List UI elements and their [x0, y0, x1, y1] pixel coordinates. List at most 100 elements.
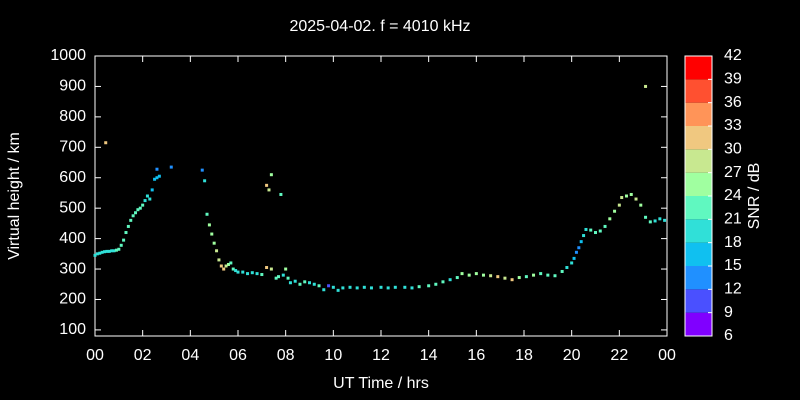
data-point	[403, 285, 407, 289]
data-point	[584, 227, 588, 231]
data-point	[131, 214, 135, 218]
colorbar-band	[685, 79, 712, 103]
y-tick-label: 500	[59, 199, 86, 216]
colorbar-tick-label: 15	[724, 257, 742, 274]
data-point	[150, 188, 154, 192]
data-point	[122, 238, 126, 242]
data-point	[648, 220, 652, 224]
x-tick-label: 06	[229, 347, 247, 364]
data-point	[105, 249, 109, 253]
data-point	[312, 282, 316, 286]
data-point	[644, 215, 648, 219]
data-point	[379, 285, 383, 289]
colorbar-tick-label: 42	[724, 47, 742, 64]
data-point	[582, 234, 586, 238]
data-point	[269, 173, 273, 177]
data-point	[155, 176, 159, 180]
colorbar-band	[685, 266, 712, 290]
colorbar-band	[685, 126, 712, 150]
colorbar-tick-label: 18	[724, 234, 742, 251]
data-point	[410, 286, 414, 290]
colorbar-band	[685, 102, 712, 126]
data-point	[448, 278, 452, 282]
colorbar-tick-label: 33	[724, 117, 742, 134]
y-tick-label: 100	[59, 321, 86, 338]
data-point	[288, 281, 292, 285]
data-point	[136, 208, 140, 212]
data-point	[126, 224, 130, 228]
data-point	[524, 275, 528, 279]
x-tick-label: 20	[563, 347, 581, 364]
data-point	[279, 192, 283, 196]
y-tick-label: 300	[59, 260, 86, 277]
y-tick-label: 600	[59, 169, 86, 186]
data-point	[598, 229, 602, 233]
data-point	[560, 269, 564, 273]
data-point	[148, 197, 152, 201]
data-point	[336, 288, 340, 292]
x-tick-label: 08	[277, 347, 295, 364]
data-point	[517, 276, 521, 280]
data-point	[265, 266, 269, 270]
y-tick-label: 900	[59, 78, 86, 95]
data-point	[393, 285, 397, 289]
data-point	[341, 286, 345, 290]
data-point	[308, 281, 311, 285]
data-point	[460, 272, 464, 276]
data-point	[303, 280, 307, 284]
colorbar-label: SNR / dB	[746, 163, 763, 230]
data-point	[331, 285, 335, 289]
data-point	[284, 267, 288, 271]
colorbar-band	[685, 312, 712, 336]
data-point	[355, 286, 359, 290]
data-point	[155, 167, 159, 171]
data-point	[157, 174, 161, 178]
data-point	[219, 264, 223, 268]
data-point	[255, 272, 259, 276]
data-point	[322, 288, 326, 292]
data-point	[114, 248, 118, 252]
data-point	[234, 269, 238, 273]
data-point	[143, 199, 147, 203]
data-point	[565, 266, 569, 270]
data-point	[100, 250, 104, 254]
data-point	[269, 267, 273, 271]
data-point	[103, 250, 107, 254]
data-point	[153, 177, 157, 181]
colorbar-band	[685, 56, 712, 80]
y-tick-label: 200	[59, 291, 86, 308]
data-point	[620, 196, 624, 200]
x-tick-label: 10	[324, 347, 342, 364]
data-point	[455, 276, 459, 280]
colorbar-tick-label: 24	[724, 187, 742, 204]
data-point	[532, 273, 536, 277]
data-point	[207, 223, 211, 227]
chart-title: 2025-04-02. f = 4010 kHz	[289, 18, 470, 35]
data-point	[215, 249, 219, 253]
colorbar-band	[685, 242, 712, 266]
data-point	[613, 209, 617, 213]
data-point	[589, 228, 593, 232]
data-point	[93, 253, 97, 257]
data-point	[603, 224, 607, 228]
data-point	[119, 243, 123, 247]
data-point	[260, 273, 264, 277]
data-point	[362, 285, 366, 289]
data-point	[104, 141, 108, 145]
data-point	[639, 203, 643, 207]
x-axis-label: UT Time / hrs	[333, 375, 429, 392]
data-point	[212, 241, 216, 245]
data-point	[246, 272, 250, 276]
data-point	[298, 282, 302, 286]
x-tick-label: 04	[181, 347, 199, 364]
data-point	[467, 273, 471, 277]
data-point	[231, 267, 235, 271]
data-point	[203, 179, 207, 183]
data-point	[570, 261, 574, 265]
data-point	[608, 217, 612, 221]
data-point	[138, 206, 142, 210]
x-tick-label: 00	[86, 347, 104, 364]
data-point	[553, 274, 557, 278]
data-point	[546, 273, 550, 277]
